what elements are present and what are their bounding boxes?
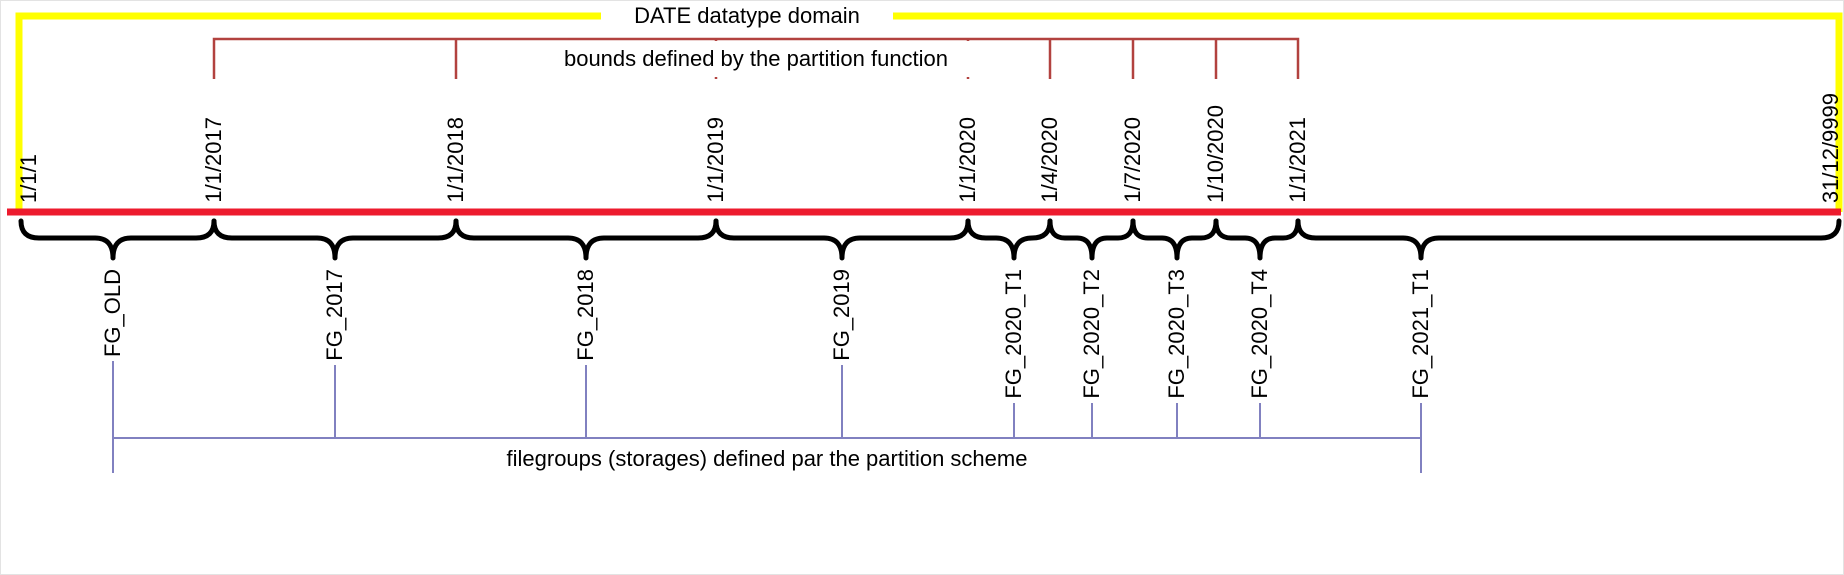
date-label: 1/1/2019 — [703, 117, 728, 203]
date-label: 31/12/9999 — [1818, 92, 1843, 203]
filegroup-label: FG_2020_T2 — [1079, 269, 1104, 399]
filegroup-connectors — [112, 361, 1422, 473]
brace-fg-2021-t1 — [1295, 218, 1842, 261]
date-label: 1/1/2020 — [955, 117, 980, 203]
date-label: 1/7/2020 — [1120, 117, 1145, 203]
brace-fg-2020-t3 — [1130, 218, 1219, 261]
date-domain-bracket-right — [881, 12, 1843, 212]
filegroup-label: FG_2018 — [573, 269, 598, 361]
date-label: 1/1/2017 — [201, 117, 226, 203]
filegroups-caption: filegroups (storages) defined par the pa… — [506, 446, 1028, 471]
date-domain-bracket-left — [15, 12, 613, 212]
bounds-caption: bounds defined by the partition function — [501, 41, 1011, 77]
brace-fg-2020-t1 — [965, 218, 1053, 261]
date-label: 1/1/1 — [16, 154, 41, 203]
filegroup-label: FG_2021_T1 — [1408, 269, 1433, 399]
filegroup-label: FG_2020_T3 — [1164, 269, 1189, 399]
date-label: 1/1/2021 — [1285, 117, 1310, 203]
brace-fg-old — [18, 218, 217, 261]
bounds-bracket-outline — [212, 37, 1300, 79]
date-label: 1/4/2020 — [1037, 117, 1062, 203]
filegroup-label: FG_2019 — [829, 269, 854, 361]
date-domain-bracket — [15, 12, 1843, 212]
filegroup-label: FG_OLD — [100, 269, 125, 358]
brace-fg-2020-t4 — [1213, 218, 1301, 261]
brace-fg-2018 — [453, 218, 719, 261]
brace-fg-2017 — [211, 218, 459, 261]
brace-fg-2019 — [713, 218, 971, 261]
filegroup-label: FG_2020_T1 — [1001, 269, 1026, 399]
date-label: 1/10/2020 — [1203, 105, 1228, 203]
brace-fg-2020-t2 — [1047, 218, 1136, 261]
filegroup-label: FG_2020_T4 — [1247, 269, 1272, 399]
filegroup-label: FG_2017 — [322, 269, 347, 361]
date-label: 1/1/2018 — [443, 117, 468, 203]
diagram-title: DATE datatype domain — [601, 2, 893, 30]
segment-braces — [18, 218, 1842, 261]
